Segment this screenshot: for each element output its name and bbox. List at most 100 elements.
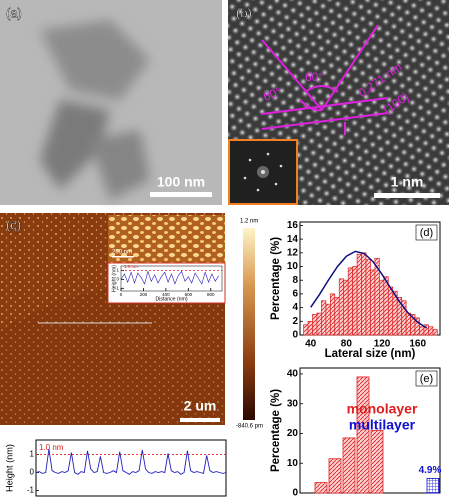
annotation: 1.0 nm xyxy=(124,264,138,269)
scale-bar xyxy=(374,193,440,198)
y-tick-label: 2 xyxy=(292,316,298,327)
y-tick-label: 1 xyxy=(30,450,35,459)
histogram-bar xyxy=(387,286,394,336)
y-tick-label: 10 xyxy=(287,458,299,469)
panel-label: (a) xyxy=(6,5,22,20)
y-tick-label: 10 xyxy=(287,261,299,272)
y-tick-label: 0 xyxy=(292,488,298,499)
colorbar-max: 1.2 nm xyxy=(240,219,258,225)
histogram-bar xyxy=(405,312,411,336)
bar xyxy=(426,478,440,494)
histogram-bar xyxy=(329,293,336,336)
fft-spots xyxy=(243,152,283,192)
y-tick-label: 1 xyxy=(116,268,119,273)
histogram-bar xyxy=(312,314,318,336)
value-label: 4.9% xyxy=(419,465,442,476)
annotation: 1.0 nm xyxy=(39,443,64,452)
panel-label: (d) xyxy=(420,227,433,239)
plot-frame xyxy=(120,265,223,292)
annotation-lines xyxy=(261,24,389,135)
x-tick-label: 160 xyxy=(409,339,426,350)
x-tick-label: 400 xyxy=(162,292,170,297)
histogram-bar xyxy=(352,266,358,336)
histogram-bar xyxy=(347,267,353,336)
plot-frame xyxy=(299,367,441,494)
panel-b: 60° 60° 0.271 nm (100) (b) 1 nm xyxy=(228,0,449,205)
y-axis-label: Percentage (%) xyxy=(270,389,282,472)
histogram-bar xyxy=(321,300,327,336)
histogram-bar xyxy=(343,279,349,336)
afm-inset xyxy=(108,215,225,263)
angle-label: 60° xyxy=(305,70,323,84)
histogram-bar xyxy=(379,279,385,336)
scale-bar-label: 1 nm xyxy=(391,174,424,190)
inset-profile-box xyxy=(107,262,226,304)
x-axis-label: Lateral size (nm) xyxy=(325,348,416,360)
y-tick-label: -1 xyxy=(115,286,119,291)
bar xyxy=(356,376,370,494)
scale-bar-label: 100 nm xyxy=(157,174,205,190)
panel-a: (a) 100 nm xyxy=(0,0,222,205)
y-tick-label: 16 xyxy=(287,220,299,231)
y-tick-label: 4 xyxy=(292,302,298,313)
x-tick-label: 200 xyxy=(140,292,148,297)
flakes xyxy=(40,20,150,200)
x-tick-label: 40 xyxy=(305,339,317,350)
x-tick-label: 120 xyxy=(374,339,391,350)
histogram-bar xyxy=(325,303,331,336)
panel-label-box xyxy=(415,224,438,241)
y-tick-label: 12 xyxy=(287,247,299,258)
histogram-bar xyxy=(307,320,313,336)
histogram-bar xyxy=(334,296,340,336)
histogram-bar xyxy=(432,329,438,336)
panel-label: (c) xyxy=(6,217,21,232)
plot-frame xyxy=(35,439,227,497)
histogram-bar xyxy=(338,278,345,336)
panel-label: (e) xyxy=(420,373,433,385)
histogram-bar xyxy=(316,312,322,336)
y-tick-label: 40 xyxy=(287,369,299,380)
panel-label: (b) xyxy=(236,5,252,20)
histogram-bar xyxy=(419,326,425,336)
y-tick-label: 30 xyxy=(287,398,299,409)
y-tick-label: 14 xyxy=(287,234,299,245)
y-axis-label: Height (nm) xyxy=(111,265,117,292)
histogram-bar xyxy=(428,326,434,336)
y-tick-label: 0 xyxy=(292,330,298,341)
histogram-bar xyxy=(303,324,309,336)
x-tick-label: 0 xyxy=(120,292,123,297)
y-tick-label: 0 xyxy=(30,468,35,477)
inset-scale-label: 200 nm xyxy=(112,250,132,256)
panel-label-box xyxy=(415,370,438,387)
scale-bar xyxy=(180,418,220,422)
histogram-bar xyxy=(365,259,371,336)
y-axis-label: Percentage (%) xyxy=(270,237,282,320)
bar xyxy=(370,430,384,494)
profile-line xyxy=(35,448,227,475)
angle-label: 60° xyxy=(261,84,283,103)
x-axis-label: Distance (nm) xyxy=(155,296,187,302)
histogram-bar xyxy=(356,253,362,336)
fit-curve xyxy=(310,250,428,329)
y-tick-label: 20 xyxy=(287,428,299,439)
histogram-bar xyxy=(361,252,367,336)
bar xyxy=(342,437,356,494)
legend-entry: monolayer xyxy=(347,401,418,417)
histogram-bar xyxy=(370,269,376,336)
bar xyxy=(328,458,342,494)
x-tick-label: 800 xyxy=(207,292,215,297)
legend-entry: multilayer xyxy=(349,417,416,433)
y-tick-label: 6 xyxy=(292,289,298,300)
histogram-bar xyxy=(383,276,389,336)
y-tick-label: -1 xyxy=(27,486,35,495)
y-tick-label: 0 xyxy=(116,277,119,282)
panel-c: 200 nm (c) 2 um 1.2 nm -840.6 pm xyxy=(0,213,263,430)
scale-bar-label: 2 um xyxy=(184,398,217,414)
y-tick-label: 8 xyxy=(292,275,298,286)
colorbar-min: -840.6 pm xyxy=(236,424,263,430)
x-tick-label: 600 xyxy=(185,292,193,297)
inset-scale-bar xyxy=(112,256,134,258)
scale-bar xyxy=(150,192,212,197)
colorbar xyxy=(243,228,255,420)
